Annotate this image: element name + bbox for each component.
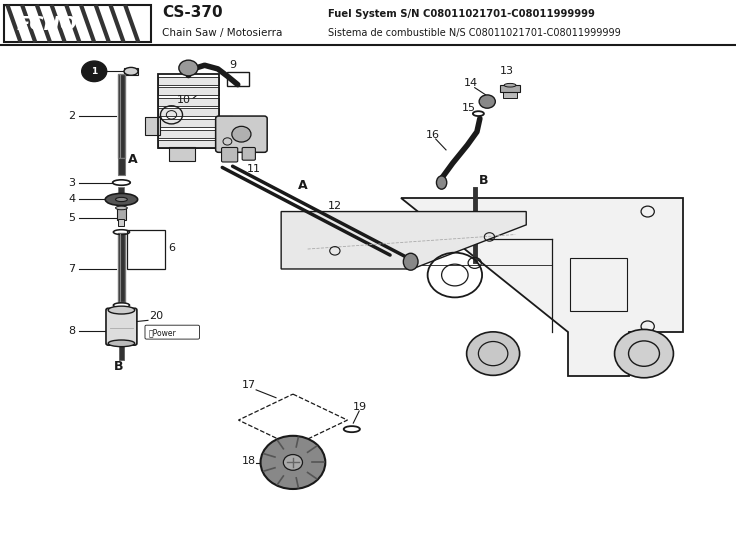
- Bar: [145, 116, 160, 135]
- Ellipse shape: [108, 306, 135, 314]
- Bar: [158, 119, 219, 127]
- Text: 2: 2: [68, 111, 76, 121]
- Bar: [570, 258, 627, 311]
- Ellipse shape: [403, 254, 418, 270]
- FancyBboxPatch shape: [222, 147, 238, 162]
- Text: CS-370: CS-370: [162, 5, 222, 20]
- Text: 8: 8: [68, 326, 76, 336]
- Text: A: A: [298, 178, 308, 191]
- Circle shape: [467, 332, 520, 375]
- Bar: [127, 230, 165, 269]
- Ellipse shape: [124, 67, 138, 75]
- Text: 15: 15: [462, 103, 476, 113]
- Ellipse shape: [105, 194, 138, 206]
- Circle shape: [479, 95, 495, 108]
- Circle shape: [179, 60, 198, 76]
- Text: 11: 11: [247, 164, 261, 174]
- Bar: [118, 233, 125, 302]
- Circle shape: [82, 61, 107, 82]
- Text: Chain Saw / Motosierra: Chain Saw / Motosierra: [162, 28, 283, 38]
- Text: ⓅPower: ⓅPower: [149, 328, 177, 337]
- Text: B: B: [478, 175, 488, 187]
- Text: 17: 17: [241, 380, 255, 390]
- Text: Sistema de combustible N/S C08011021701-C08011999999: Sistema de combustible N/S C08011021701-…: [328, 28, 620, 38]
- Text: 1: 1: [91, 67, 97, 76]
- Text: 6: 6: [169, 243, 176, 253]
- Text: 14: 14: [464, 78, 478, 88]
- Ellipse shape: [504, 83, 516, 87]
- Circle shape: [232, 126, 251, 142]
- Bar: [118, 158, 125, 175]
- Bar: [158, 129, 219, 138]
- Circle shape: [615, 330, 673, 378]
- Ellipse shape: [436, 176, 447, 189]
- Bar: [158, 77, 219, 85]
- Text: 19: 19: [353, 402, 367, 412]
- FancyBboxPatch shape: [216, 116, 267, 152]
- Text: 9: 9: [230, 60, 237, 70]
- Ellipse shape: [116, 206, 127, 210]
- Text: B: B: [114, 360, 124, 373]
- Text: 20: 20: [149, 311, 163, 321]
- Text: 3: 3: [68, 177, 76, 188]
- Text: 4: 4: [68, 194, 76, 205]
- Text: 12: 12: [328, 201, 342, 211]
- Bar: [158, 108, 219, 116]
- Text: ECHO: ECHO: [16, 15, 77, 34]
- Bar: [118, 187, 124, 207]
- Text: 7: 7: [68, 264, 76, 274]
- Text: 16: 16: [425, 130, 439, 140]
- Ellipse shape: [108, 340, 135, 347]
- Text: .: .: [149, 30, 153, 44]
- Bar: [500, 85, 520, 92]
- Bar: [158, 98, 219, 106]
- Bar: [158, 140, 219, 148]
- Circle shape: [283, 455, 302, 470]
- FancyBboxPatch shape: [106, 308, 137, 345]
- Polygon shape: [401, 198, 683, 376]
- Text: 10: 10: [177, 95, 191, 105]
- Polygon shape: [281, 212, 526, 269]
- Bar: [227, 72, 249, 86]
- Bar: [119, 344, 124, 360]
- Bar: [158, 74, 219, 148]
- Bar: [158, 88, 219, 95]
- Bar: [118, 219, 124, 226]
- Bar: [219, 116, 232, 133]
- Text: Fuel System S/N C08011021701-C08011999999: Fuel System S/N C08011021701-C0801199999…: [328, 9, 595, 19]
- FancyBboxPatch shape: [242, 147, 255, 160]
- Bar: [4, 5, 151, 42]
- Bar: [503, 91, 517, 98]
- Circle shape: [261, 436, 325, 489]
- Bar: [124, 67, 138, 75]
- Text: 18: 18: [241, 456, 255, 466]
- Text: A: A: [128, 153, 138, 166]
- Ellipse shape: [116, 197, 127, 202]
- Bar: [118, 74, 125, 158]
- Bar: [169, 147, 195, 162]
- Bar: [117, 208, 126, 220]
- Text: 5: 5: [68, 213, 76, 222]
- Text: 13: 13: [499, 66, 514, 76]
